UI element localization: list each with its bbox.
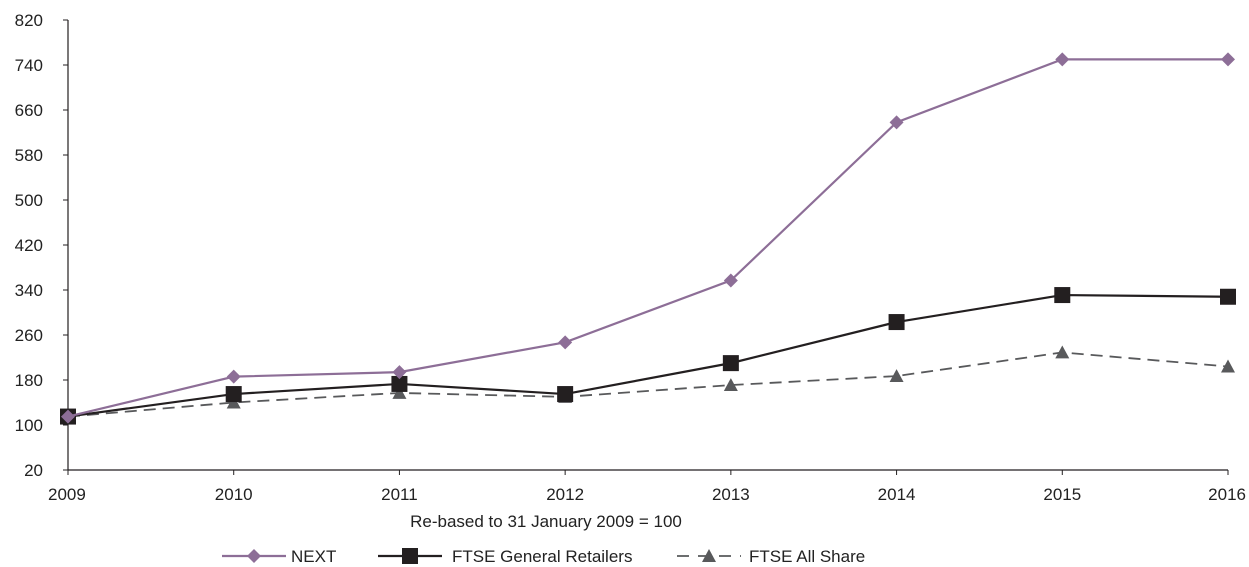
x-axis-ticks: 2009 2010 2011 2012 2013 2014 2015 2016 bbox=[48, 470, 1246, 504]
x-tick-label: 2012 bbox=[546, 485, 584, 504]
data-point-next bbox=[392, 365, 407, 380]
series-ftse-general-retailers bbox=[60, 287, 1236, 425]
data-point-next bbox=[226, 369, 241, 384]
data-point-ftse-all-share bbox=[723, 378, 738, 392]
data-point-ftse-general-retailers bbox=[1054, 287, 1071, 304]
legend-label: FTSE General Retailers bbox=[452, 547, 632, 566]
series-line-next bbox=[67, 58, 1228, 418]
x-tick-label: 2011 bbox=[381, 485, 418, 504]
data-point-ftse-general-retailers bbox=[225, 386, 242, 403]
y-tick-label: 180 bbox=[15, 371, 43, 390]
data-point-ftse-all-share bbox=[1055, 345, 1070, 359]
legend: NEXT FTSE General Retailers FTSE All Share bbox=[222, 547, 865, 566]
y-tick-label: 100 bbox=[15, 416, 43, 435]
series-line-ftse-all-share bbox=[67, 351, 1229, 418]
x-tick-label: 2015 bbox=[1043, 485, 1081, 504]
data-point-ftse-general-retailers bbox=[722, 355, 739, 372]
y-tick-label: 20 bbox=[24, 461, 43, 480]
y-axis-ticks: 20 100 180 260 340 420 500 580 660 740 820 bbox=[15, 11, 68, 480]
x-tick-label: 2014 bbox=[878, 485, 916, 504]
y-tick-label: 660 bbox=[15, 101, 43, 120]
data-point-next bbox=[1221, 52, 1235, 67]
legend-marker bbox=[247, 549, 261, 563]
data-point-next bbox=[889, 115, 904, 130]
x-tick-label: 2013 bbox=[712, 485, 750, 504]
data-point-next bbox=[558, 335, 573, 350]
y-tick-label: 740 bbox=[15, 56, 43, 75]
data-point-ftse-general-retailers bbox=[557, 386, 574, 403]
data-point-next bbox=[723, 273, 738, 288]
data-point-ftse-general-retailers bbox=[888, 314, 905, 331]
x-tick-label: 2016 bbox=[1208, 485, 1246, 504]
series-ftse-all-share bbox=[61, 345, 1235, 423]
series-layer bbox=[60, 52, 1236, 425]
y-tick-label: 340 bbox=[15, 281, 43, 300]
y-tick-label: 580 bbox=[15, 146, 43, 165]
data-point-next bbox=[1055, 52, 1070, 67]
y-tick-label: 820 bbox=[15, 11, 43, 30]
legend-item-ftse-general-retailers: FTSE General Retailers bbox=[378, 547, 632, 566]
legend-label: FTSE All Share bbox=[749, 547, 865, 566]
legend-marker bbox=[702, 549, 716, 562]
y-tick-label: 500 bbox=[15, 191, 43, 210]
y-tick-label: 420 bbox=[15, 236, 43, 255]
series-line-ftse-general-retailers bbox=[67, 293, 1229, 418]
legend-label: NEXT bbox=[291, 547, 336, 566]
data-point-ftse-general-retailers bbox=[391, 375, 408, 392]
y-tick-label: 260 bbox=[15, 326, 43, 345]
legend-item-next: NEXT bbox=[222, 547, 336, 566]
legend-item-ftse-all-share: FTSE All Share bbox=[677, 547, 865, 566]
x-tick-label: 2009 bbox=[48, 485, 86, 504]
x-tick-label: 2010 bbox=[215, 485, 253, 504]
data-point-ftse-all-share bbox=[889, 369, 904, 383]
data-point-next bbox=[61, 409, 75, 424]
data-point-ftse-general-retailers bbox=[1220, 288, 1236, 305]
series-next bbox=[61, 52, 1235, 424]
data-point-ftse-all-share bbox=[392, 385, 407, 399]
legend-marker bbox=[402, 548, 418, 564]
x-axis-label: Re-based to 31 January 2009 = 100 bbox=[410, 512, 682, 531]
data-point-ftse-all-share bbox=[1221, 359, 1235, 373]
